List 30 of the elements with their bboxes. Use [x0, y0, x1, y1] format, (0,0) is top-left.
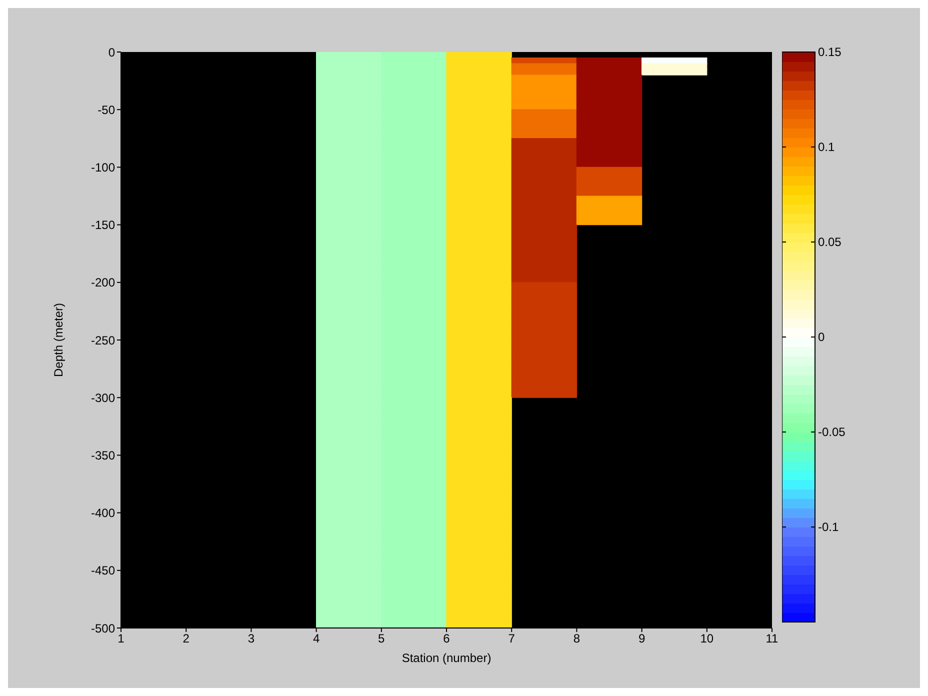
x-axis-title: Station (number) [402, 651, 492, 665]
x-tick-label: 10 [700, 632, 714, 646]
color-bar-label: 0.05 [818, 235, 842, 249]
y-axis-title: Depth (meter) [51, 302, 66, 378]
x-tick-label: 11 [766, 632, 779, 646]
x-tick-label: 5 [378, 632, 386, 646]
y-tick-label: -150 [90, 218, 116, 232]
y-tick-label: -500 [90, 621, 116, 636]
x-tick-label: 2 [182, 632, 190, 646]
color-bar-label: -0.1 [818, 520, 840, 534]
y-tick-label: 0 [108, 45, 116, 60]
color-bar-label: 0.15 [818, 45, 842, 59]
x-tick-label: 7 [508, 632, 516, 646]
color-bar-label: 0.1 [818, 140, 836, 154]
color-bar-label: 0 [818, 330, 825, 344]
y-tick-label: -350 [90, 448, 116, 462]
x-tick-label: 4 [312, 632, 320, 646]
x-tick-label: 9 [638, 632, 646, 646]
y-tick-label: -100 [90, 160, 116, 174]
y-tick-label: -450 [90, 564, 116, 578]
y-tick-label: -400 [90, 506, 116, 520]
color-bar-label: -0.05 [818, 425, 846, 439]
x-tick-label: 3 [248, 632, 255, 646]
y-tick-label: -250 [90, 333, 116, 348]
y-tick-label: -50 [98, 102, 116, 117]
x-tick-label: 6 [443, 632, 450, 646]
y-tick-label: -300 [90, 390, 116, 405]
x-tick-label: 1 [118, 632, 125, 646]
x-tick-label: 8 [573, 632, 580, 646]
y-tick-label: -200 [90, 276, 116, 290]
